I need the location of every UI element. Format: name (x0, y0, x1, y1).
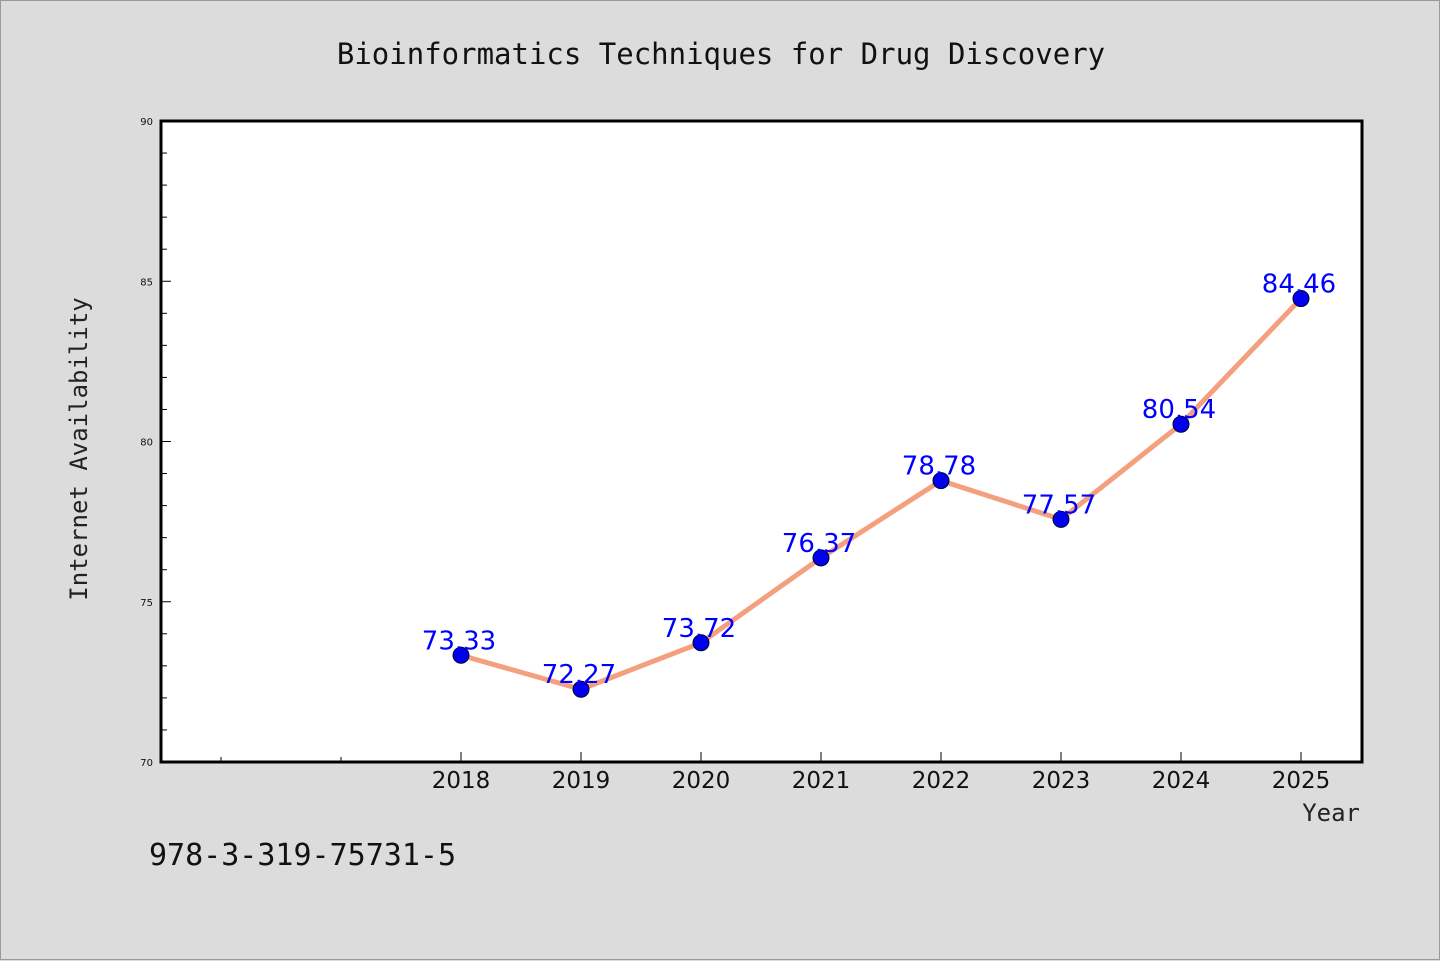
data-point (572, 680, 590, 698)
y-tick-label: 70 (140, 758, 153, 769)
x-tick-label: 2022 (912, 768, 971, 794)
x-axis: 2018 2019 2020 2021 2022 2023 2024 2025 (220, 752, 1331, 794)
y-tick-label: 90 (140, 117, 153, 128)
y-tick-label: 85 (140, 277, 153, 288)
data-label: 73.72 (662, 614, 736, 644)
y-tick-label: 80 (140, 438, 153, 449)
x-tick-label: 2019 (552, 768, 611, 794)
data-point (1172, 415, 1190, 433)
y-axis-label: Internet Availability (65, 297, 93, 600)
x-tick-label: 2025 (1272, 768, 1331, 794)
series-line (458, 296, 1304, 692)
data-point (812, 549, 830, 567)
plot-area (159, 119, 1364, 764)
chart-title: Bioinformatics Techniques for Drug Disco… (337, 37, 1105, 71)
x-axis-label: Year (1302, 799, 1360, 827)
data-label: 72.27 (542, 660, 616, 690)
data-label: 76.37 (782, 529, 856, 559)
y-axis: 70 75 80 85 90 (140, 117, 171, 769)
data-label: 84.46 (1262, 270, 1336, 300)
data-point (452, 646, 470, 664)
data-point (692, 634, 710, 652)
data-point (1292, 290, 1310, 308)
data-point (1052, 510, 1070, 528)
data-label: 80.54 (1142, 395, 1216, 425)
data-label: 78.78 (902, 452, 976, 482)
data-labels: 73.33 72.27 73.72 76.37 78.78 77.57 80.54 84.46 (422, 270, 1336, 691)
isbn-text: 978-3-319-75731-5 (149, 838, 456, 873)
data-point (932, 472, 950, 490)
y-tick-label: 75 (140, 598, 153, 609)
x-tick-label: 2021 (792, 768, 851, 794)
x-tick-label: 2023 (1032, 768, 1091, 794)
x-tick-label: 2020 (672, 768, 731, 794)
data-label: 73.33 (422, 626, 496, 656)
x-tick-label: 2018 (432, 768, 491, 794)
x-tick-label: 2024 (1152, 768, 1211, 794)
data-label: 77.57 (1022, 490, 1096, 520)
data-markers (452, 290, 1310, 698)
